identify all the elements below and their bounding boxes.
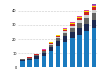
Bar [49, 42, 53, 43]
Bar [77, 28, 82, 35]
Bar [56, 36, 60, 37]
Bar [20, 60, 24, 61]
Bar [56, 35, 60, 36]
Bar [77, 23, 82, 28]
Bar [70, 28, 74, 32]
Bar [84, 31, 89, 67]
Bar [77, 16, 82, 17]
Bar [34, 55, 39, 56]
Bar [92, 4, 96, 5]
Bar [92, 10, 96, 13]
Bar [49, 45, 53, 47]
Bar [49, 43, 53, 44]
Bar [63, 42, 67, 67]
Bar [92, 5, 96, 6]
Bar [56, 37, 60, 38]
Bar [42, 56, 46, 67]
Bar [27, 60, 32, 67]
Bar [84, 11, 89, 12]
Bar [70, 22, 74, 23]
Bar [34, 56, 39, 59]
Bar [63, 28, 67, 29]
Bar [77, 18, 82, 20]
Bar [84, 24, 89, 31]
Bar [92, 6, 96, 7]
Bar [49, 44, 53, 45]
Bar [84, 18, 89, 24]
Bar [63, 36, 67, 42]
Bar [70, 24, 74, 26]
Bar [63, 33, 67, 36]
Bar [92, 7, 96, 10]
Bar [63, 30, 67, 31]
Bar [84, 15, 89, 18]
Bar [92, 13, 96, 20]
Bar [77, 20, 82, 23]
Bar [20, 61, 24, 67]
Bar [70, 26, 74, 28]
Bar [49, 47, 53, 51]
Bar [56, 38, 60, 41]
Bar [27, 59, 32, 60]
Bar [63, 29, 67, 30]
Bar [77, 35, 82, 67]
Bar [63, 31, 67, 33]
Bar [92, 28, 96, 67]
Bar [84, 10, 89, 11]
Bar [42, 51, 46, 53]
Bar [42, 49, 46, 50]
Bar [56, 46, 60, 67]
Bar [49, 51, 53, 67]
Bar [27, 57, 32, 58]
Bar [70, 32, 74, 38]
Bar [84, 12, 89, 15]
Bar [42, 50, 46, 51]
Bar [77, 17, 82, 18]
Bar [20, 59, 24, 60]
Bar [70, 23, 74, 24]
Bar [34, 54, 39, 55]
Bar [70, 38, 74, 67]
Bar [34, 59, 39, 67]
Bar [92, 20, 96, 28]
Bar [56, 41, 60, 46]
Bar [27, 58, 32, 59]
Bar [42, 53, 46, 56]
